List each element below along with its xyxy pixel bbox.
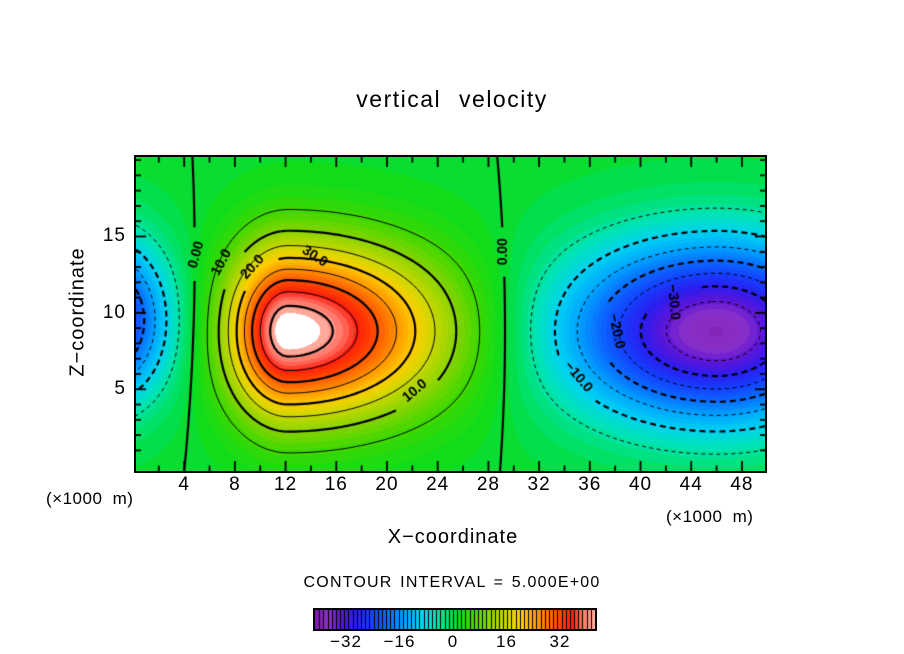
y-tick-label: 15 — [102, 225, 126, 247]
x-tick-label: 48 — [730, 474, 754, 495]
colorbar-canvas — [315, 610, 595, 629]
contour-interval-text: CONTOUR INTERVAL = 5.000E+00 — [303, 574, 601, 591]
x-tick-label: 44 — [679, 474, 703, 495]
colorbar-tick-label: −32 — [330, 632, 362, 651]
y-tick-label: 10 — [102, 301, 126, 323]
colorbar-tick-label: −16 — [383, 632, 416, 651]
colorbar-tick-label: 16 — [496, 632, 517, 651]
x-tick-label: 4 — [178, 474, 190, 495]
plot-area — [134, 155, 767, 473]
chart-title: vertical velocity — [356, 86, 548, 112]
colorbar — [313, 608, 597, 631]
colorbar-tick-label: 32 — [549, 632, 571, 651]
x-axis-unit-right: (×1000 m) — [666, 507, 754, 526]
x-tick-label: 32 — [527, 474, 551, 495]
y-tick-label: 5 — [114, 378, 126, 400]
x-tick-label: 36 — [578, 474, 602, 495]
colorbar-tick-label: 0 — [447, 632, 459, 651]
contour-plot-canvas — [136, 157, 765, 471]
x-tick-label: 16 — [324, 474, 348, 495]
x-tick-label: 8 — [229, 474, 241, 495]
x-tick-label: 24 — [426, 474, 450, 495]
x-axis-title: X−coordinate — [387, 526, 519, 548]
x-axis-unit-left: (×1000 m) — [46, 489, 134, 508]
x-tick-label: 20 — [375, 474, 399, 495]
x-tick-label: 28 — [476, 474, 500, 495]
x-tick-label: 40 — [628, 474, 653, 495]
x-tick-label: 12 — [274, 474, 298, 495]
